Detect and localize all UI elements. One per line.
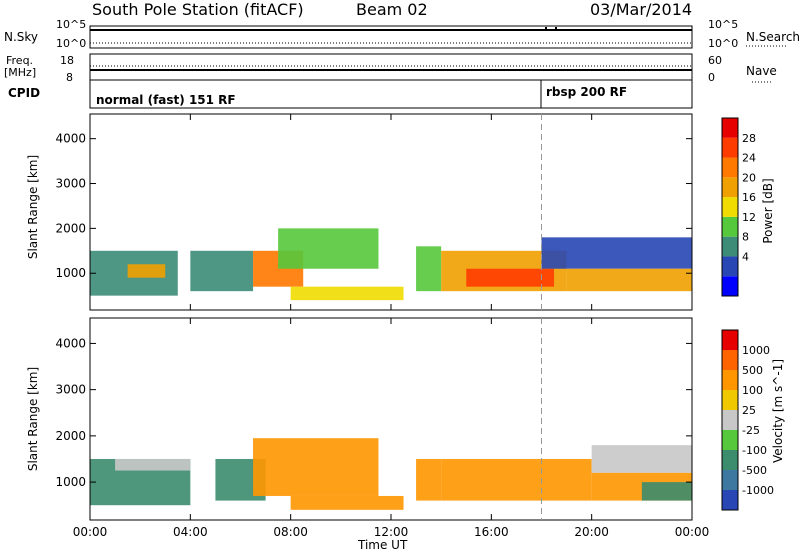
ytick-label-1-1: 2000 xyxy=(55,429,86,443)
nsearch-tick-top: 10^5 xyxy=(708,18,739,31)
colorbar-cell-1-0 xyxy=(722,490,738,510)
colorbar-tick-1-1: 500 xyxy=(742,364,763,377)
xtick-label-3: 12:00 xyxy=(374,525,409,539)
ytick-label-1-0: 1000 xyxy=(55,475,86,489)
colorbar-tick-0-5: 8 xyxy=(742,231,749,244)
freq-panel-frame xyxy=(89,53,693,81)
freq-tick-bottom: 8 xyxy=(66,71,73,84)
nsky-bar-7 xyxy=(488,29,490,31)
colorbar-tick-1-3: 25 xyxy=(742,404,756,417)
nave-tick-top: 60 xyxy=(708,54,722,67)
colorbar-cell-1-1 xyxy=(722,470,738,490)
colorbar-cell-1-8 xyxy=(722,330,738,350)
nsky-bar-8 xyxy=(505,30,507,31)
xtick-label-6: 00:00 xyxy=(675,525,710,539)
date-label: 03/Mar/2014 xyxy=(590,0,693,19)
data-region-1-5 xyxy=(416,458,442,501)
colorbar-cell-0-5 xyxy=(722,177,738,198)
nsky-bar-6 xyxy=(470,30,472,31)
data-region-1-3 xyxy=(253,438,379,496)
colorbar-cell-1-3 xyxy=(722,430,738,450)
colorbar-cell-0-0 xyxy=(722,276,738,296)
nsky-bar-9 xyxy=(545,27,547,31)
data-region-0-5 xyxy=(290,286,404,301)
colorbar-cell-1-7 xyxy=(722,350,738,370)
colorbar-cell-0-3 xyxy=(722,216,738,237)
ytick-label-0-2: 3000 xyxy=(55,177,86,191)
colorbar-cell-1-4 xyxy=(722,410,738,430)
colorbar-tick-0-4: 12 xyxy=(742,211,756,224)
nsky-bar-11 xyxy=(570,29,572,31)
data-region-1-6 xyxy=(441,458,592,501)
freq-tick-top: 18 xyxy=(60,54,74,67)
beam-label: Beam 02 xyxy=(356,0,428,19)
ytick-label-0-0: 1000 xyxy=(55,266,86,280)
colorbar-tick-1-0: 1000 xyxy=(742,344,770,357)
data-region-0-4 xyxy=(278,228,379,269)
colorbar-tick-1-7: -1000 xyxy=(742,484,774,497)
colorbar-cell-0-1 xyxy=(722,256,738,277)
xtick-label-5: 20:00 xyxy=(574,525,609,539)
colorbar-cell-1-5 xyxy=(722,390,738,410)
colorbar-tick-0-2: 20 xyxy=(742,171,756,184)
freq-unit: [MHz] xyxy=(4,66,37,79)
data-region-0-6 xyxy=(416,246,442,292)
freq-label: Freq. xyxy=(6,54,34,67)
colorbar-tick-0-1: 24 xyxy=(742,152,756,165)
nsky-label: N.Sky xyxy=(4,30,39,44)
nsky-tick-bottom: 10^0 xyxy=(56,37,87,50)
nsearch-tick-bottom: 10^0 xyxy=(708,37,739,50)
ytick-label-0-1: 2000 xyxy=(55,221,86,235)
colorbar-cell-0-7 xyxy=(722,137,738,158)
colorbar-cell-0-2 xyxy=(722,236,738,257)
xtick-label-4: 16:00 xyxy=(474,525,509,539)
data-region-1-4 xyxy=(290,495,404,510)
nave-tick-bottom: 0 xyxy=(708,71,715,84)
nsky-bar-10 xyxy=(555,27,557,31)
colorbar-tick-1-2: 100 xyxy=(742,384,763,397)
data-region-1-9 xyxy=(641,482,692,501)
ytick-label-1-2: 3000 xyxy=(55,383,86,397)
colorbar-cell-0-6 xyxy=(722,157,738,178)
data-region-0-10 xyxy=(566,268,692,292)
xtick-label-2: 08:00 xyxy=(273,525,308,539)
data-region-1-1 xyxy=(115,458,191,471)
colorbar-cell-1-6 xyxy=(722,370,738,390)
cpid-label: CPID xyxy=(8,86,41,100)
cpid-mode-0: normal (fast) 151 RF xyxy=(96,93,236,107)
colorbar-cell-0-8 xyxy=(722,118,738,138)
colorbar-tick-0-3: 16 xyxy=(742,191,756,204)
data-region-0-1 xyxy=(127,264,166,278)
data-region-1-7 xyxy=(591,445,692,473)
data-region-0-2 xyxy=(190,250,254,292)
xtick-label-0: 00:00 xyxy=(73,525,108,539)
x-axis-label: Time UT xyxy=(358,538,408,552)
cpid-mode-1: rbsp 200 RF xyxy=(546,85,628,99)
ytick-label-1-3: 4000 xyxy=(55,336,86,350)
xtick-label-1: 04:00 xyxy=(173,525,208,539)
colorbar-cell-0-4 xyxy=(722,197,738,217)
colorbar-tick-0-0: 28 xyxy=(742,132,756,145)
colorbar-frame-1 xyxy=(721,329,739,511)
data-region-0-8 xyxy=(466,268,555,287)
cpid-panel-frame xyxy=(89,79,693,109)
nave-label: Nave xyxy=(746,64,777,78)
ytick-label-0-3: 4000 xyxy=(55,132,86,146)
colorbar-frame-0 xyxy=(721,117,739,297)
colorbar-tick-1-5: -100 xyxy=(742,444,767,457)
nsearch-label: N.Search xyxy=(746,30,800,44)
colorbar-cell-1-2 xyxy=(722,450,738,470)
colorbar-tick-1-6: -500 xyxy=(742,464,767,477)
station-title: South Pole Station (fitACF) xyxy=(92,0,304,19)
colorbar-tick-0-6: 4 xyxy=(742,250,749,263)
nsky-panel-frame xyxy=(89,25,693,49)
data-region-0-9 xyxy=(541,237,692,269)
nsky-tick-top: 10^5 xyxy=(56,18,87,31)
nsky-bar-5 xyxy=(455,29,457,31)
colorbar-tick-1-4: -25 xyxy=(742,424,760,437)
